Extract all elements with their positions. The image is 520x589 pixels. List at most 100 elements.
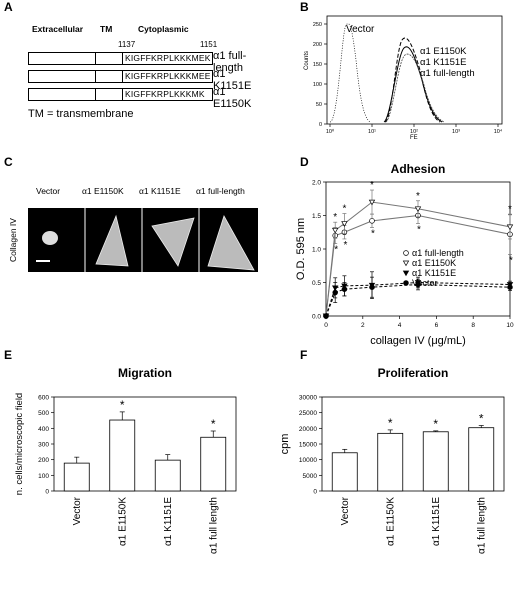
y-tick-label: 100 <box>38 473 49 480</box>
significance-star: * <box>388 416 393 430</box>
image-label: α1 K1151E <box>139 186 181 196</box>
y-tick-label: 0.0 <box>312 314 321 321</box>
significance-star: * <box>508 204 512 215</box>
chart-title: Migration <box>118 366 172 380</box>
vector-histogram-curve <box>329 23 371 123</box>
significance-star: * <box>211 417 216 431</box>
proliferation-chart: Proliferation 0 5000 10000 15000 20000 25000 30… <box>279 366 505 554</box>
significance-star: * <box>120 398 125 412</box>
bar <box>200 436 227 492</box>
data-point <box>341 286 348 292</box>
significance-star: * <box>371 229 375 240</box>
y-tick-label: 200 <box>313 42 322 48</box>
construct-row: KIGFFKRPLKKKMK <box>28 88 213 101</box>
legend-label: α1 full-length <box>412 248 464 258</box>
legend-item: α1 K1151E <box>420 57 467 68</box>
category-label: α1 full length <box>476 497 487 554</box>
data-point <box>341 221 348 227</box>
y-tick-label: 15000 <box>299 442 317 449</box>
significance-star: * <box>343 240 347 251</box>
adhesion-chart: Adhesion 0.0 0.5 1.0 1.5 2.0 0 2 4 6 8 10 collagen I… <box>295 162 514 347</box>
y-tick-label: 1.0 <box>312 247 321 254</box>
micrograph-cells <box>36 208 255 272</box>
legend-marker <box>402 270 410 277</box>
data-point <box>332 289 338 296</box>
migration-chart: Migration 0 100 200 300 400 500 600 n. cells/mic… <box>14 366 237 554</box>
image-label: Vector <box>36 186 61 196</box>
significance-star: * <box>509 255 513 266</box>
y-axis-label: n. cells/microscopic field <box>14 393 25 495</box>
bar <box>422 431 449 492</box>
y-tick-label: 300 <box>38 442 49 449</box>
construct-sequence: KIGFFKRPLKKKMK <box>125 89 205 99</box>
significance-star: * <box>433 417 438 431</box>
x-tick-label: 0 <box>324 322 328 329</box>
header-tm: TM <box>100 24 113 34</box>
data-point <box>506 224 514 231</box>
y-tick-label: 500 <box>38 410 49 417</box>
data-point <box>507 284 513 290</box>
panel-letter-c: C <box>4 155 13 169</box>
y-axis-label: O.D. 595 nm <box>295 218 307 280</box>
tm-note: TM = transmembrane <box>28 108 134 120</box>
histogram-b: 0 50 100 150 200 250 10⁰ 10¹ 10² 10³ 10⁴ Vector α… <box>304 15 503 140</box>
cell-full-length <box>207 214 255 271</box>
legend-marker <box>403 250 409 256</box>
legend-item: α1 full-length <box>420 68 475 79</box>
cell-k1151e <box>151 217 195 267</box>
significance-star: * <box>479 412 484 426</box>
x-axis-label: FE <box>410 135 418 140</box>
y-tick-label: 150 <box>313 62 322 68</box>
panel-letter-f: F <box>300 348 308 362</box>
x-tick-label: 8 <box>471 322 475 329</box>
panel-letter-b: B <box>300 0 309 14</box>
panel-a: A Extracellular TM Cytoplasmic 1137 1151… <box>0 0 260 150</box>
category-label: Vector <box>340 496 351 525</box>
data-point <box>415 281 421 288</box>
legend-label: Vector <box>412 278 438 288</box>
y-axis-label: cpm <box>279 434 291 455</box>
full-length-histogram-curve <box>385 53 445 123</box>
vector-label: Vector <box>346 24 375 35</box>
y-tick-label: 250 <box>313 22 322 28</box>
category-label: α1 E1150K <box>117 497 128 546</box>
y-tick-label: 0 <box>313 489 317 496</box>
y-tick-label: 400 <box>38 426 49 433</box>
y-tick-label: 0 <box>319 122 322 128</box>
legend-item: α1 E1150K <box>420 46 467 57</box>
construct-sequence: KIGFFKRPLKKKMEK <box>125 53 211 63</box>
legend-label: α1 E1150K <box>412 258 456 268</box>
x-tick-label: 6 <box>435 322 439 329</box>
y-tick-label: 20000 <box>299 426 317 433</box>
category-label: α1 K1151E <box>431 497 442 546</box>
data-point <box>369 284 375 290</box>
data-point <box>369 218 375 224</box>
significance-star: * <box>370 180 374 191</box>
legend-marker <box>403 280 409 286</box>
bar <box>468 427 495 492</box>
construct-sequence: KIGFFKRPLKKKMEE <box>125 71 211 81</box>
header-extracellular: Extracellular <box>32 24 84 34</box>
significance-star: * <box>333 212 337 223</box>
image-label: α1 full-length <box>196 186 245 196</box>
significance-star: * <box>417 225 421 236</box>
x-tick-label: 10 <box>506 322 514 329</box>
x-tick-label: 10⁰ <box>326 128 335 135</box>
significance-star: * <box>416 191 420 202</box>
construct-label: α1 full-length <box>213 50 247 74</box>
legend-label: α1 K1151E <box>412 268 456 278</box>
bar <box>331 452 358 492</box>
x-tick-label: 10⁴ <box>494 128 503 135</box>
header-cytoplasmic: Cytoplasmic <box>138 24 189 34</box>
y-tick-label: 5000 <box>303 473 318 480</box>
construct-row: KIGFFKRPLKKKMEK <box>28 52 213 65</box>
residue-start: 1137 <box>118 40 136 49</box>
y-tick-label: 0 <box>45 489 49 496</box>
category-label: α1 E1150K <box>385 497 396 546</box>
panel-letter-e: E <box>4 348 13 362</box>
construct-label: α1 K1151E <box>213 68 252 92</box>
cell-vector <box>42 231 58 245</box>
y-tick-label: 1.5 <box>312 213 321 220</box>
x-tick-label: 2 <box>361 322 365 329</box>
chart-title: Adhesion <box>391 162 446 176</box>
